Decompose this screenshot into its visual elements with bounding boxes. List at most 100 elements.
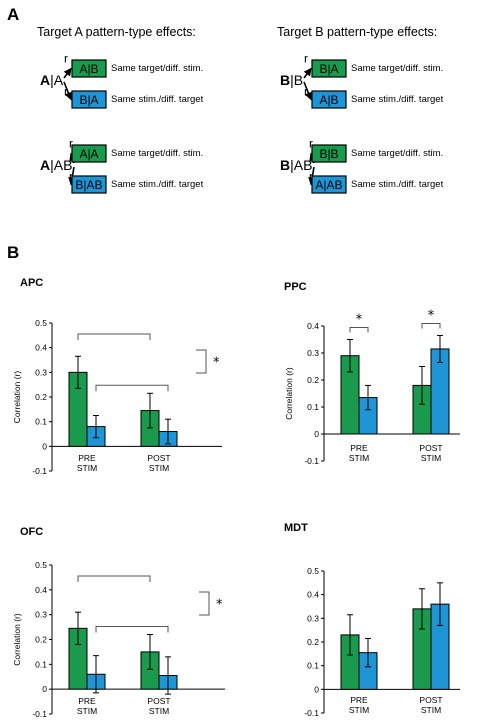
y-tick-label: 0.2 [307,637,319,647]
category-label: POST STIM [419,695,442,715]
r-label: r [69,170,73,184]
category-label: PRE STIM [349,443,369,463]
y-tick-label: 0.1 [35,417,47,427]
pattern-box-label: B|B [319,147,338,161]
y-tick-label: -0.1 [304,456,319,466]
category-label-line: POST [419,695,442,705]
comparison-label: Same target/diff. stim. [111,63,203,74]
blue-pattern-box [311,90,347,109]
y-tick-label: -0.1 [304,708,319,718]
y-tick-label: 0.5 [35,560,47,570]
category-label: POST STIM [147,453,170,473]
category-label-line: POST [147,696,170,706]
r-label: r [309,170,313,184]
significance-bracket [77,575,151,582]
category-label: PRE STIM [349,695,369,715]
pattern-box-label: B|A [79,93,98,107]
category-label-line: PRE [78,696,96,706]
category-label-line: STIM [421,453,441,463]
y-tick-label: 0.3 [307,348,319,358]
r-label: r [69,137,73,151]
y-tick-label: 0.3 [307,613,319,623]
category-label-line: STIM [149,463,169,473]
chart-ofc: OFC -0.1 0 0.1 0.2 0.3 0.4 0.5 Correlation (r) PR… [12,526,225,719]
y-tick-label: 0 [314,429,319,439]
blue-pattern-box [71,175,107,194]
significance-bracket [95,626,169,633]
category-label: POST STIM [419,443,442,463]
comparison-label: Same target/diff. stim. [351,148,443,159]
green-pattern-box [311,144,347,163]
category-label-line: PRE [78,453,96,463]
category-label: PRE STIM [77,696,97,716]
source-pattern-label: A|AB [40,157,72,173]
source-target-letter: A [40,72,50,88]
y-tick-label: 0 [42,441,47,451]
pattern-box-label: B|AB [75,178,102,192]
comparison-label: Same stim./diff. target [351,94,444,105]
chart-title: MDT [284,522,308,534]
arrow [63,81,73,101]
comparison-label: Same stim./diff. target [111,94,204,105]
group-header: Target A pattern-type effects: [37,25,196,39]
chart-title: APC [20,277,43,289]
y-tick-label: 0.2 [307,375,319,385]
significance-star: * [216,598,223,613]
arrow [303,81,313,101]
significance-star: * [356,313,363,328]
pattern-box-label: B|A [319,62,338,76]
r-label: r [304,85,308,99]
y-tick-label: 0.5 [307,566,319,576]
comparison-label: Same stim./diff. target [351,179,444,190]
source-target-letter: B [280,72,290,88]
significance-star: * [428,308,435,323]
comparison-label: Same target/diff. stim. [351,63,443,74]
panel-a-letter: A [7,5,19,24]
panel-a-group-target-b: Target B pattern-type effects:B|BrB|A Sam… [277,25,444,194]
significance-bracket [196,349,207,374]
r-label: r [64,85,68,99]
y-tick-label: 0.1 [35,659,47,669]
r-label: r [309,137,313,151]
significance-bracket [421,322,441,329]
pattern-box-label: A|B [79,62,98,76]
r-label: r [64,52,68,66]
category-label-line: PRE [350,695,368,705]
y-tick-label: 0 [42,684,47,694]
comparison-label: Same stim./diff. target [111,179,204,190]
y-tick-label: 0.1 [307,661,319,671]
source-pattern-label: A|A [40,72,64,88]
green-pattern-box [311,59,347,78]
y-tick-label: 0.5 [35,318,47,328]
y-tick-label: 0.4 [307,321,319,331]
pattern-box-label: A|AB [315,178,342,192]
y-tick-label: 0.1 [307,402,319,412]
y-axis-label: Correlation (r) [12,371,22,424]
category-label-line: STIM [77,463,97,473]
significance-bracket [95,384,169,392]
pattern-row: A|Ar A|B Same target/diff. stim. r B|A Same s… [40,52,204,109]
green-pattern-box [71,59,107,78]
panel-a-group-target-a: Target A pattern-type effects:A|ArA|B Sam… [37,25,204,194]
blue-pattern-box [71,90,107,109]
category-label-line: PRE [350,443,368,453]
category-label: PRE STIM [77,453,97,473]
source-pattern-label: B|AB [280,157,312,173]
y-tick-label: -0.1 [32,466,47,476]
y-axis-label: Correlation (r) [284,367,294,420]
source-pattern-label: B|B [280,72,303,88]
blue-pattern-box [311,175,347,194]
source-target-letter: A [40,157,50,173]
chart-title: OFC [20,526,43,538]
source-pattern-rest: |B [290,72,303,88]
y-tick-label: 0.4 [307,590,319,600]
significance-bracket [77,333,151,340]
source-pattern-rest: |AB [290,157,312,173]
category-label-line: STIM [349,705,369,715]
y-tick-label: -0.1 [32,709,47,719]
significance-bracket [349,327,369,333]
y-tick-label: 0.2 [35,635,47,645]
